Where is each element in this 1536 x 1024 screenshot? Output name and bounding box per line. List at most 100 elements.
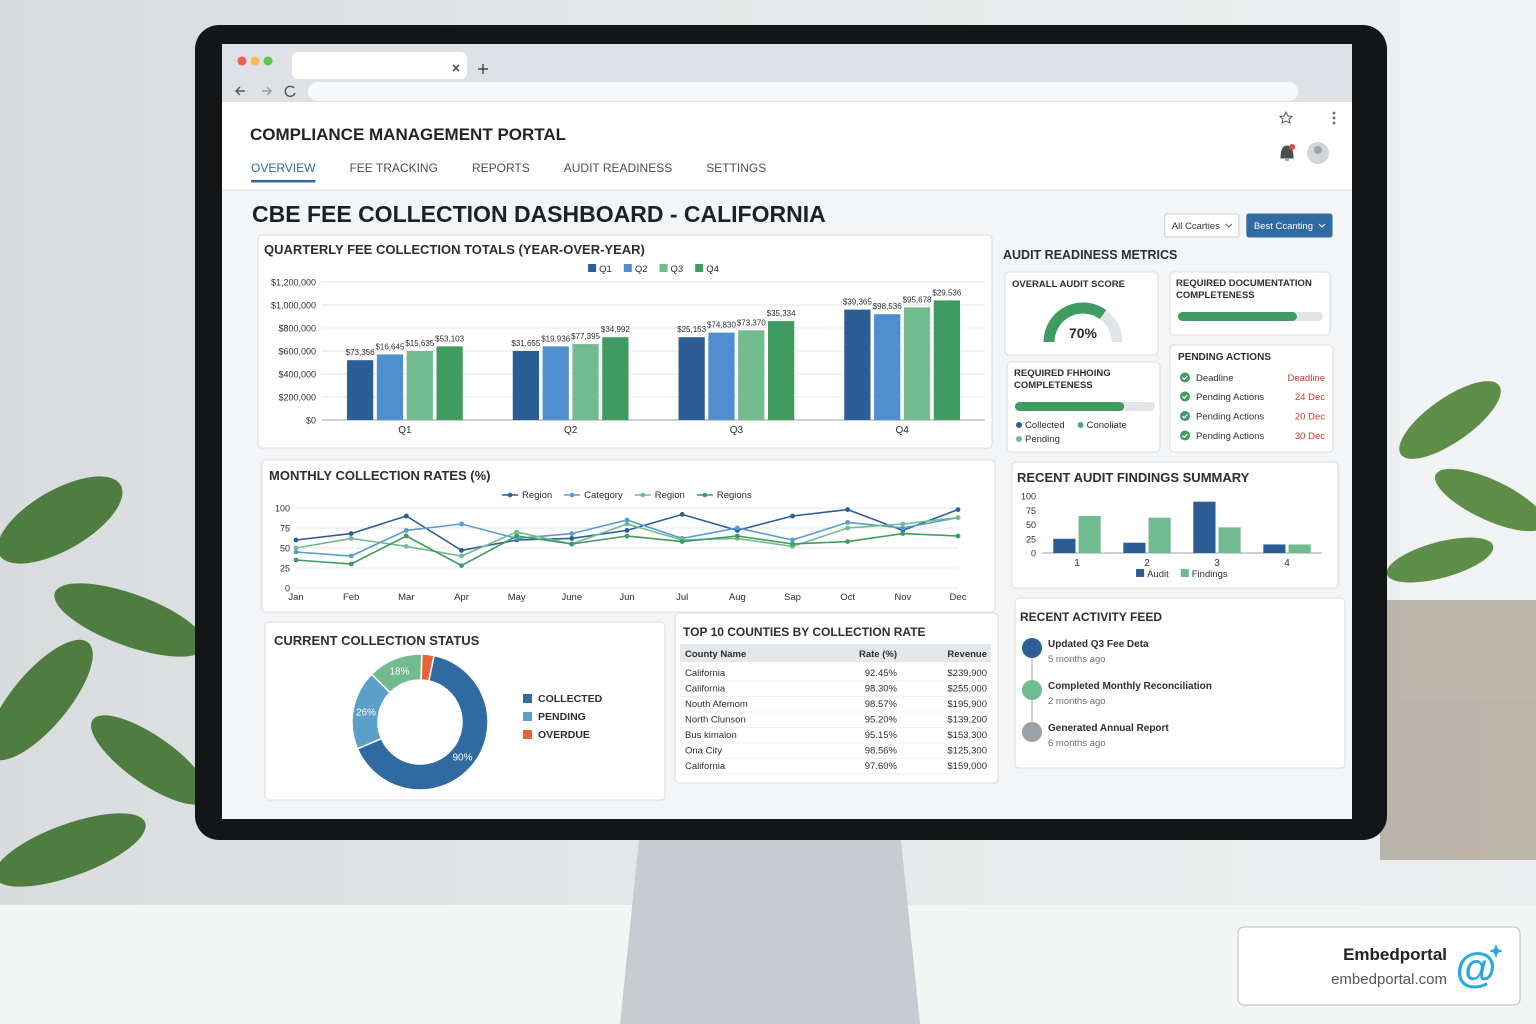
chart-panel	[1011, 461, 1339, 589]
bar	[903, 307, 931, 420]
filter-dropdown[interactable]: Best Ccanting	[1246, 213, 1333, 238]
menu-icon[interactable]	[1332, 111, 1336, 125]
bar	[708, 332, 735, 420]
table-cell: $139,200	[947, 715, 987, 726]
bar-annotation: $16,645	[375, 342, 404, 351]
leaf	[54, 583, 206, 657]
reload-icon[interactable]	[284, 85, 296, 98]
legend-dot	[569, 492, 575, 498]
line-point	[459, 563, 464, 568]
leaf	[91, 715, 209, 805]
slice-label: 90%	[452, 752, 472, 763]
bar-annotation: $25,153	[677, 325, 706, 334]
check-mark	[1182, 394, 1188, 400]
notification-bell[interactable]	[1280, 145, 1294, 161]
window-minimize[interactable]	[250, 56, 260, 66]
action-deadline: 20 Dec	[1295, 412, 1325, 423]
nav-active-underline	[251, 180, 316, 183]
x-tick-label: Oct	[840, 592, 855, 603]
status-check	[1180, 372, 1190, 383]
action-label: Pending Actions	[1196, 392, 1264, 403]
table-cell: 98.57%	[865, 699, 898, 710]
line-point	[734, 525, 740, 531]
table-cell: 97.60%	[865, 761, 898, 772]
brand-badge	[1237, 926, 1521, 1006]
window-maximize[interactable]	[263, 56, 273, 66]
brand-icon: @	[1456, 944, 1497, 991]
nav-tab[interactable]: OVERVIEW	[251, 161, 316, 175]
line-point	[459, 553, 464, 559]
line-point	[293, 549, 299, 555]
section-title: AUDIT READINESS METRICS	[1003, 248, 1177, 262]
donut-slice	[420, 653, 436, 682]
activity-title: Completed Monthly Reconciliation	[1048, 681, 1212, 692]
legend-label: Collected	[1025, 420, 1065, 431]
table-cell: North Clunson	[685, 715, 746, 726]
legend-label: Q1	[599, 264, 612, 275]
bookmark-icon[interactable]	[1278, 110, 1294, 124]
slice-label: 18%	[389, 666, 409, 677]
legend-swatch	[623, 264, 632, 272]
bar	[406, 351, 433, 420]
filter-dropdown[interactable]: All Ccarties	[1164, 213, 1240, 238]
filter-box	[1246, 213, 1333, 238]
address-bar[interactable]	[308, 82, 1298, 101]
x-tick-label: Apr	[454, 592, 469, 603]
legend-label: COLLECTED	[538, 693, 603, 705]
timeline-dot	[1022, 638, 1042, 658]
forward-icon[interactable]	[262, 86, 272, 96]
bar	[1123, 542, 1146, 553]
nav-tab[interactable]: SETTINGS	[706, 161, 766, 175]
legend-swatch	[523, 712, 532, 721]
nav-tab[interactable]: REPORTS	[472, 161, 530, 175]
line-point	[403, 533, 409, 539]
table-cell: Nouth Afemom	[685, 699, 748, 710]
tab-close-icon[interactable]	[452, 64, 460, 72]
line-point	[845, 507, 851, 512]
progress-fill	[1015, 402, 1125, 411]
check-mark	[1182, 375, 1188, 381]
line-point	[569, 541, 575, 547]
legend-dot	[640, 492, 646, 498]
legend-label: OVERDUE	[538, 729, 590, 741]
bar	[512, 351, 539, 420]
legend-label: Q4	[706, 264, 719, 275]
legend-swatch	[1136, 569, 1145, 577]
browser-tab[interactable]	[292, 52, 467, 79]
brand-url: embedportal.com	[1331, 971, 1447, 988]
bar	[1148, 517, 1171, 553]
window	[1400, 0, 1536, 700]
new-tab-icon[interactable]	[478, 64, 488, 74]
bar-annotation: $19,936	[541, 334, 570, 343]
line-point	[790, 513, 795, 519]
metric-title-box: REQUIRED FHHOING COMPLETENESS	[1014, 368, 1111, 391]
line-point	[293, 545, 299, 551]
x-tick-label: June	[562, 592, 583, 603]
window-close[interactable]	[237, 56, 247, 66]
table-cell: 98.30%	[865, 684, 898, 695]
line-point	[955, 533, 961, 539]
line-point	[348, 531, 354, 536]
x-tick-label: Q3	[730, 425, 744, 436]
portal-header	[222, 102, 1352, 190]
nav-tab[interactable]: AUDIT READINESS	[564, 161, 672, 175]
x-tick-label: 4	[1284, 558, 1290, 569]
activity-time: 5 months ago	[1048, 654, 1106, 665]
y-tick-label: 50	[280, 544, 290, 554]
line-point	[624, 521, 630, 527]
line-point	[679, 539, 685, 544]
line-point	[459, 521, 464, 527]
legend-label: Region	[655, 490, 685, 501]
x-tick-label: May	[508, 592, 526, 603]
line-point	[403, 513, 409, 519]
legend: Region Category Region Regions	[502, 490, 752, 501]
y-tick-label: $1,200,000	[271, 278, 316, 288]
line-point	[514, 529, 520, 535]
back-icon[interactable]	[235, 86, 245, 96]
nav-tab[interactable]: FEE TRACKING	[349, 161, 437, 175]
y-tick-label: 75	[280, 524, 290, 534]
legend-swatch	[523, 730, 532, 739]
gauge-value: 70%	[1069, 325, 1098, 341]
table-header-cell: Rate (%)	[859, 649, 897, 660]
